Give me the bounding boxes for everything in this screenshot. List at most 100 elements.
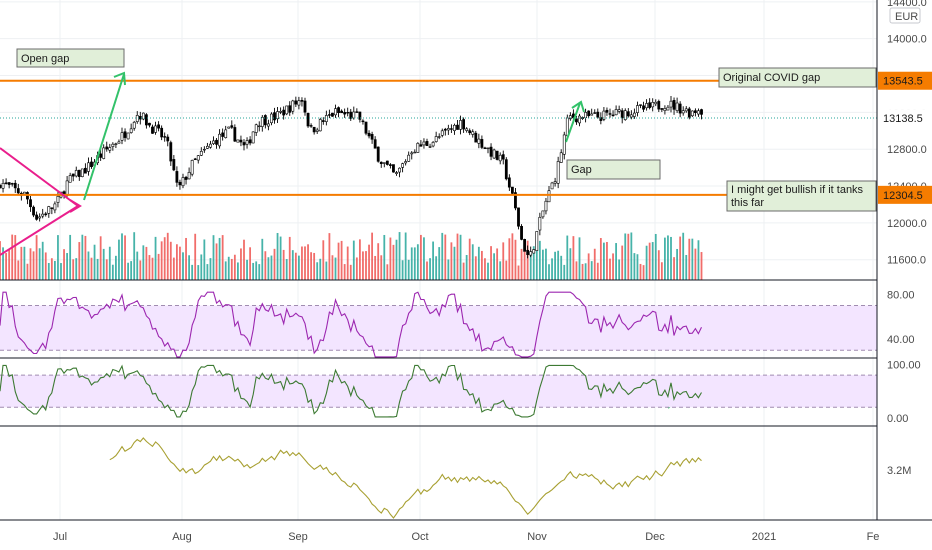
candle-body — [236, 139, 240, 143]
volume-bar — [545, 248, 547, 280]
note-open-gap-text: Open gap — [21, 53, 69, 65]
volume-bar — [404, 232, 407, 280]
candle — [495, 150, 499, 161]
candle-body — [47, 206, 51, 214]
candle-body — [337, 107, 340, 114]
volume-bar — [279, 236, 282, 280]
candle — [617, 105, 621, 114]
volume-bar — [188, 255, 190, 280]
candle-body — [584, 112, 588, 119]
volume-bar — [346, 246, 349, 280]
note-open-gap[interactable]: Open gap — [16, 48, 125, 68]
volume-bar — [78, 242, 81, 280]
candle-body — [593, 112, 597, 114]
candle — [422, 138, 426, 149]
candle-body — [300, 100, 304, 102]
candle-body — [401, 163, 405, 168]
candle-body — [227, 126, 231, 129]
candle-body — [367, 132, 371, 137]
open-gap-arrow[interactable] — [83, 73, 125, 201]
volume-bar — [453, 246, 456, 280]
volume-bar — [596, 262, 599, 280]
candle-body — [382, 162, 386, 164]
candle — [398, 167, 401, 178]
candle — [297, 96, 301, 110]
candle-body — [507, 177, 511, 188]
note-bullish[interactable]: I might get bullish if it tanks this far — [726, 180, 877, 212]
candle-body — [102, 147, 106, 159]
candle — [645, 99, 649, 111]
volume-bar — [285, 259, 288, 280]
x-tick-label: Fe — [867, 531, 880, 543]
candle — [526, 245, 530, 259]
candle — [578, 113, 581, 127]
candle-body — [425, 141, 429, 146]
candle-body — [587, 110, 591, 117]
volume-bar — [237, 262, 239, 280]
candle — [697, 108, 700, 117]
candle — [7, 182, 11, 189]
volume-bar — [5, 253, 7, 280]
x-tick-label: Nov — [527, 531, 547, 543]
volume-bar — [557, 250, 560, 280]
volume-bar — [538, 240, 541, 280]
rsi-tick-label: 80.00 — [887, 289, 915, 301]
candle — [68, 172, 72, 183]
volume-bar — [465, 255, 468, 280]
candle-body — [291, 100, 295, 112]
candle — [559, 149, 563, 164]
candle-body — [575, 118, 578, 123]
volume-bars — [0, 232, 703, 280]
volume-bar — [255, 261, 258, 280]
volume-bar — [685, 254, 688, 280]
candle — [523, 238, 527, 252]
x-tick-label: Sep — [288, 531, 308, 543]
candle — [575, 115, 578, 125]
volume-bar — [697, 240, 700, 280]
candle-body — [437, 136, 441, 138]
volume-bar — [651, 242, 654, 280]
candle — [681, 106, 685, 116]
candle-body — [697, 110, 700, 115]
level-price-text: 13543.5 — [883, 76, 923, 88]
candle — [562, 131, 566, 160]
candle — [419, 140, 423, 147]
candle — [44, 211, 48, 217]
volume-bar — [69, 234, 72, 280]
volume-bar — [325, 261, 328, 280]
volume-bar — [105, 259, 108, 280]
note-original-covid-gap[interactable]: Original COVID gap — [718, 67, 877, 88]
candle-body — [358, 111, 362, 120]
candle-body — [145, 114, 148, 126]
candle-body — [645, 103, 649, 109]
candle-body — [693, 110, 697, 113]
candle — [623, 108, 627, 121]
volume-bar — [115, 255, 117, 280]
last-price-tag — [878, 109, 932, 128]
volume-bar — [90, 257, 93, 280]
note-gap[interactable]: Gap — [566, 159, 661, 180]
volume-bar — [169, 241, 172, 280]
candle-body — [553, 181, 557, 184]
volume-bar — [355, 257, 358, 280]
triangle-pattern[interactable] — [0, 147, 80, 256]
volume-bar — [249, 247, 251, 280]
candle — [611, 110, 615, 117]
candle-body — [477, 138, 481, 144]
candle-body — [398, 167, 401, 173]
candle-body — [471, 131, 475, 135]
candle — [288, 101, 292, 116]
candle-body — [184, 176, 188, 180]
volume-bar — [243, 239, 245, 280]
candle-body — [648, 102, 652, 108]
gap-arrow[interactable] — [565, 102, 581, 143]
volume-bar — [316, 262, 319, 280]
candle — [111, 142, 115, 151]
candle-body — [407, 154, 411, 162]
volume-bar — [551, 258, 553, 280]
volume-bar — [298, 255, 300, 280]
candle-body — [312, 126, 316, 133]
candle-body — [675, 102, 679, 111]
annotation-notes[interactable]: Open gap Original COVID gap Gap I might … — [16, 48, 877, 212]
